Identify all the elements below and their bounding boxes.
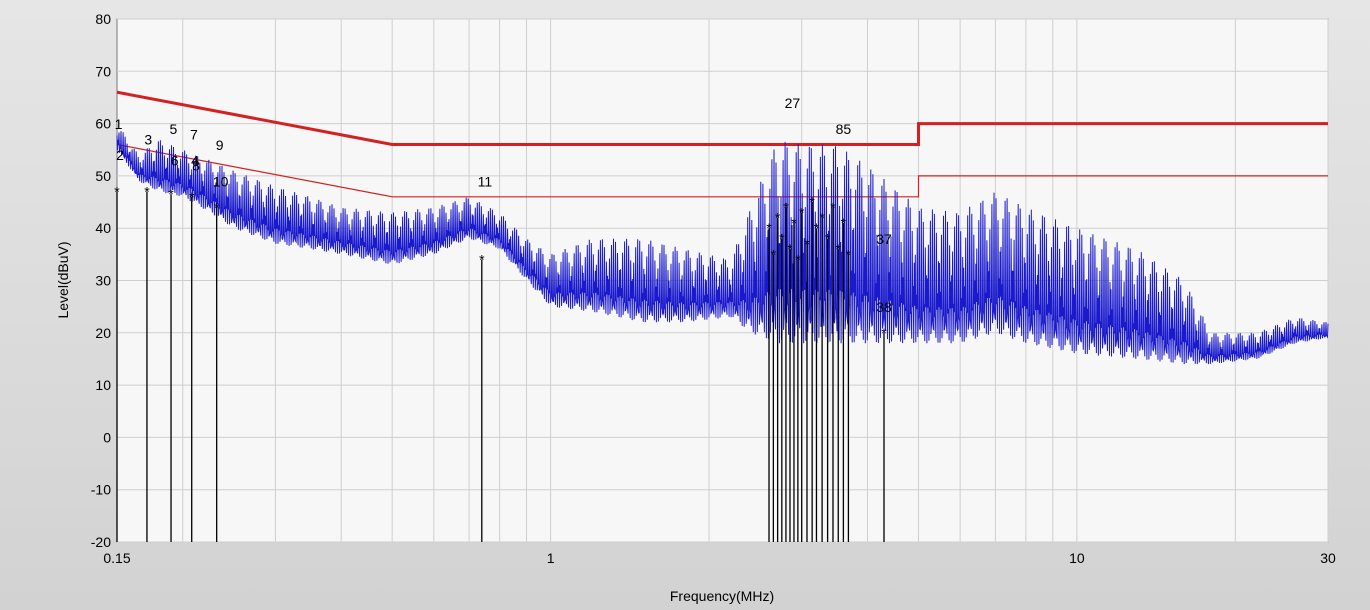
marker-asterisk: *	[783, 199, 789, 215]
marker-label: 5	[170, 121, 178, 137]
x-tick-label: 1	[547, 550, 555, 566]
y-tick-label: 50	[95, 168, 111, 184]
marker-asterisk: *	[479, 252, 485, 268]
x-tick-label: 0.15	[103, 550, 130, 566]
marker-asterisk: *	[836, 241, 842, 257]
marker-asterisk: *	[881, 325, 887, 341]
marker-asterisk: *	[791, 215, 797, 231]
x-axis-title: Frequency(MHz)	[670, 588, 774, 604]
marker-asterisk: *	[771, 246, 777, 262]
marker-asterisk: *	[841, 215, 847, 231]
y-tick-label: 70	[95, 63, 111, 79]
marker-label: 8	[192, 158, 200, 174]
marker-asterisk: *	[799, 205, 805, 221]
limit-line	[116, 143, 1328, 198]
marker-asterisk: *	[766, 220, 772, 236]
marker-label: 2	[116, 147, 124, 163]
x-tick-label: 10	[1069, 550, 1085, 566]
marker-label: 1	[115, 116, 123, 132]
x-tick-label: 30	[1320, 550, 1336, 566]
marker-asterisk: *	[779, 231, 785, 247]
marker-asterisk: *	[830, 199, 836, 215]
y-tick-label: 40	[95, 220, 111, 236]
marker-asterisk: *	[144, 184, 150, 200]
marker-label: 10	[213, 173, 229, 189]
marker-asterisk: *	[787, 241, 793, 257]
marker-label: 9	[216, 137, 224, 153]
y-tick-label: 0	[103, 429, 111, 445]
marker-label: 37	[876, 231, 892, 247]
marker-asterisk: *	[809, 194, 815, 210]
tick-layer: -20 -10 0 10 20 30 40 50 60 70 80 0.15 1 10 30	[91, 11, 1336, 566]
marker-label: 3	[144, 132, 152, 148]
limit-layer	[116, 90, 1328, 198]
marker-asterisk: *	[804, 236, 810, 252]
marker-asterisk: *	[189, 189, 195, 205]
marker-label: 4	[191, 152, 199, 168]
spectrum-layer	[116, 131, 1329, 365]
y-tick-label: 30	[95, 273, 111, 289]
marker-asterisk: *	[214, 199, 220, 215]
y-tick-label: 20	[95, 325, 111, 341]
marker-asterisk: *	[775, 210, 781, 226]
marker-label: 27	[785, 95, 801, 111]
marker-label: 38	[876, 299, 892, 315]
marker-asterisk: *	[819, 210, 825, 226]
marker-asterisk: *	[114, 184, 120, 200]
marker-label: 11	[478, 173, 493, 189]
y-tick-label: 80	[95, 11, 111, 27]
marker-label: 7	[190, 126, 198, 142]
marker-asterisk: *	[168, 186, 174, 202]
marker-asterisk: *	[795, 252, 801, 268]
y-tick-label: 60	[95, 116, 111, 132]
spectrum-trace	[116, 131, 1329, 365]
limit-line	[116, 90, 1328, 146]
marker-asterisk: *	[814, 220, 820, 236]
y-tick-label: 10	[95, 377, 111, 393]
marker-asterisk: *	[825, 231, 831, 247]
y-tick-label: -20	[91, 534, 111, 550]
y-tick-label: -10	[91, 482, 111, 498]
marker-label: 6	[171, 152, 179, 168]
y-axis-title: Level(dBuV)	[55, 241, 71, 318]
marker-label: 85	[836, 121, 852, 137]
marker-asterisk: *	[846, 246, 852, 262]
